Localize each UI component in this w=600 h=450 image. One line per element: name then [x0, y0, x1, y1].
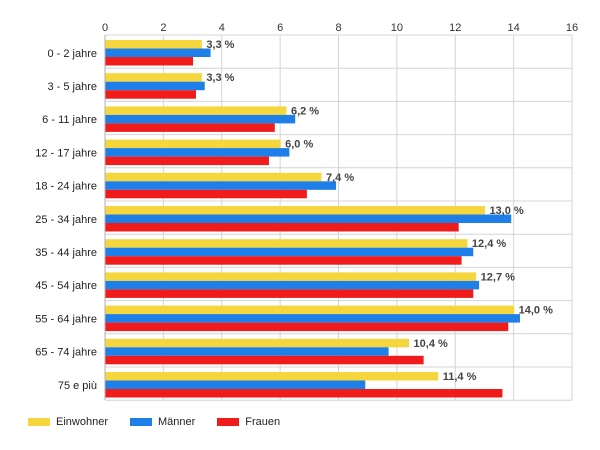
x-tick-label: 16 [566, 22, 578, 34]
category-labels: 0 - 2 jahre 3 - 5 jahre 6 - 11 jahre 12 - 1… [35, 48, 97, 392]
x-tick-label: 2 [160, 22, 166, 34]
bar-mnner [105, 48, 211, 57]
legend-item-frauen: Frauen [217, 416, 280, 428]
bar-mnner [105, 114, 296, 124]
bar-frauen [105, 90, 196, 99]
bar-frauen [105, 256, 462, 265]
bar-einwohner [105, 239, 468, 248]
data-label: 3,3 % [206, 39, 234, 51]
x-tick-label: 6 [277, 22, 283, 34]
bar-frauen [105, 355, 424, 365]
bar-mnner [105, 214, 512, 223]
category-label: 75 e più [58, 380, 97, 392]
legend-label-maenner: Männer [157, 416, 196, 428]
category-label: 6 - 11 jahre [42, 114, 97, 126]
bar-mnner [105, 314, 520, 323]
bar-einwohner [105, 338, 410, 348]
bar-frauen [105, 289, 474, 298]
category-label: 12 - 17 jahre [35, 147, 97, 159]
bar-frauen [105, 322, 509, 332]
data-label: 11,4 % [443, 371, 477, 383]
category-label: 3 - 5 jahre [47, 81, 97, 93]
bars [105, 40, 520, 398]
bar-mnner [105, 81, 205, 91]
legend-label-einwohner: Einwohner [56, 416, 108, 428]
x-tick-label: 8 [335, 22, 341, 34]
bar-einwohner [105, 73, 202, 82]
x-axis-ticks: 0 2 4 6 8 10 12 14 16 [102, 22, 578, 34]
data-labels: 3,3 % 3,3 % 6,2 % 6,0 % 7,4 % 13,0 % 12,4 % 12,… [206, 39, 553, 383]
category-label: 65 - 74 jahre [35, 347, 97, 359]
x-tick-label: 14 [508, 22, 520, 34]
bar-mnner [105, 347, 389, 356]
data-label: 13,0 % [489, 205, 523, 217]
data-label: 6,2 % [291, 105, 319, 117]
bar-frauen [105, 189, 307, 199]
bar-frauen [105, 156, 269, 166]
data-label: 12,4 % [472, 238, 506, 250]
legend-swatch-einwohner [28, 418, 50, 426]
legend-swatch-maenner [129, 418, 152, 426]
bar-frauen [105, 123, 275, 132]
legend-item-einwohner: Einwohner [28, 416, 108, 428]
bar-einwohner [105, 372, 439, 381]
x-tick-label: 4 [219, 22, 225, 34]
data-label: 6,0 % [285, 139, 313, 151]
data-label: 12,7 % [481, 271, 515, 283]
data-label: 14,0 % [519, 305, 553, 317]
bar-einwohner [105, 206, 485, 215]
bar-mnner [105, 247, 474, 257]
x-tick-label: 10 [391, 22, 403, 34]
legend: Einwohner Männer Frauen [28, 416, 302, 428]
x-tick-label: 0 [102, 22, 108, 34]
grid-lines [104, 34, 573, 401]
category-label: 45 - 54 jahre [35, 280, 97, 292]
bar-einwohner [105, 40, 202, 49]
category-label: 18 - 24 jahre [35, 181, 97, 193]
bar-mnner [105, 380, 366, 389]
legend-label-frauen: Frauen [245, 416, 281, 428]
data-label: 3,3 % [206, 72, 234, 84]
legend-item-maenner: Männer [129, 416, 196, 428]
category-label: 35 - 44 jahre [35, 247, 97, 259]
bar-frauen [105, 223, 459, 232]
category-label: 0 - 2 jahre [47, 48, 97, 60]
bar-mnner [105, 148, 290, 157]
x-tick-label: 12 [449, 22, 461, 34]
bar-einwohner [105, 272, 477, 281]
bar-frauen [105, 57, 194, 66]
bar-einwohner [105, 139, 281, 149]
legend-swatch-frauen [217, 418, 240, 426]
bar-einwohner [105, 305, 515, 315]
bar-frauen [105, 389, 503, 398]
bar-mnner [105, 181, 337, 190]
data-label: 10,4 % [414, 338, 448, 350]
category-label: 25 - 34 jahre [35, 214, 97, 226]
category-label: 55 - 64 jahre [35, 313, 97, 325]
bar-einwohner [105, 172, 322, 182]
bar-mnner [105, 280, 480, 290]
bar-einwohner [105, 106, 287, 115]
data-label: 7,4 % [326, 172, 354, 184]
